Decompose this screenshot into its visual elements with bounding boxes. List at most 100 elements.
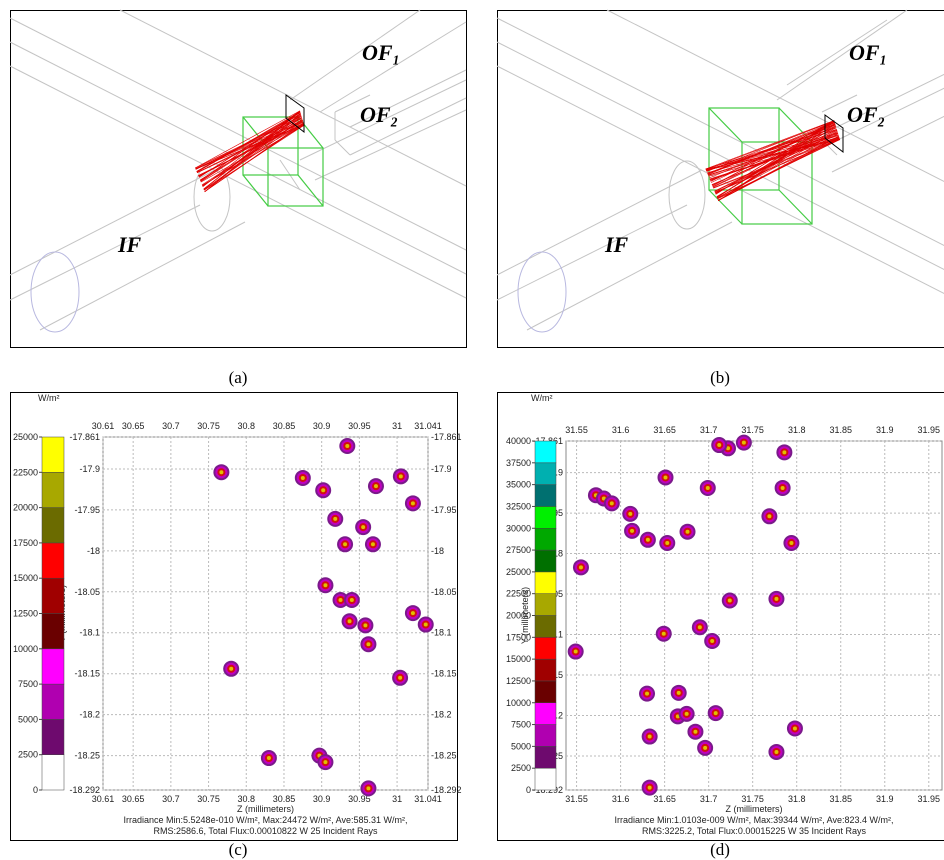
colorbar-bin <box>42 649 64 684</box>
colorbar-tick-label: 22500 <box>13 467 38 477</box>
spot <box>392 670 408 686</box>
y-tick-label: -17.861 <box>431 432 462 442</box>
colorbar-tick-label: 17500 <box>506 632 531 642</box>
spot-ring <box>628 512 632 516</box>
spot <box>339 438 355 454</box>
spot-ring <box>366 786 370 790</box>
spot <box>658 469 674 485</box>
colorbar-bin <box>42 684 64 719</box>
colorbar-bin <box>535 637 556 659</box>
x-tick-label: 30.7 <box>162 794 180 804</box>
spot-ring <box>717 443 721 447</box>
colorbar-tick-label: 35000 <box>506 480 531 490</box>
spot <box>317 577 333 593</box>
spot <box>697 740 713 756</box>
x-tick-label: 30.7 <box>162 421 180 431</box>
colorbar-tick-label: 7500 <box>511 720 531 730</box>
y-tick-label: -18 <box>431 546 444 556</box>
colorbar-bin <box>535 441 556 463</box>
spot <box>704 633 720 649</box>
irradiance-chart: 30.6130.6130.6530.6530.730.730.7530.7530… <box>11 393 462 841</box>
colorbar-bin <box>535 463 556 485</box>
x-tick-label: 31.8 <box>788 794 806 804</box>
x-tick-label: 31.75 <box>741 794 764 804</box>
colorbar-tick-label: 2500 <box>18 750 38 760</box>
colorbar-title: W/m² <box>38 393 60 403</box>
spot-ring <box>774 750 778 754</box>
x-tick-label: 31 <box>392 794 402 804</box>
footer-text: RMS:3225.2, Total Flux:0.00015225 W 35 I… <box>642 826 866 836</box>
colorbar-bin <box>42 719 64 754</box>
spot-ring <box>219 470 223 474</box>
colorbar-bin <box>535 616 556 638</box>
colorbar-bin <box>42 437 64 472</box>
spot-ring <box>323 583 327 587</box>
colorbar-tick-label: 5000 <box>511 741 531 751</box>
spot <box>640 532 656 548</box>
x-tick-label: 31.7 <box>700 425 718 435</box>
x-tick-label: 30.61 <box>92 421 115 431</box>
spot-ring <box>686 530 690 534</box>
colorbar-tick-label: 37500 <box>506 458 531 468</box>
x-axis-label: Z (millimeters) <box>726 804 783 814</box>
colorbar-bin <box>535 703 556 725</box>
irradiance-chart: 31.5531.5531.631.631.6531.6531.731.731.7… <box>498 393 944 841</box>
x-tick-label: 30.65 <box>122 421 145 431</box>
colorbar-tick-label: 12500 <box>506 676 531 686</box>
x-tick-label: 30.85 <box>273 421 296 431</box>
spot-ring <box>371 542 375 546</box>
x-tick-label: 31.041 <box>414 421 442 431</box>
x-tick-label: 30.95 <box>348 421 371 431</box>
x-tick-label: 31.7 <box>700 794 718 804</box>
spot <box>315 482 331 498</box>
spot <box>604 495 620 511</box>
colorbar-bin <box>42 578 64 613</box>
y-tick-label: -17.9 <box>79 464 100 474</box>
y-tick-label: -18.292 <box>431 785 462 795</box>
spot <box>568 644 584 660</box>
spot <box>360 636 376 652</box>
y-tick-label: -18.292 <box>69 785 100 795</box>
x-tick-label: 30.9 <box>313 794 331 804</box>
colorbar-tick-label: 0 <box>33 785 38 795</box>
colorbar-bin <box>535 681 556 703</box>
spot-ring <box>742 441 746 445</box>
colorbar-tick-label: 20000 <box>13 503 38 513</box>
spot-ring <box>774 597 778 601</box>
x-tick-label: 31.55 <box>565 794 588 804</box>
colorbar-bin <box>535 725 556 747</box>
colorbar-tick-label: 10000 <box>13 644 38 654</box>
spot-ring <box>579 565 583 569</box>
spot <box>722 593 738 609</box>
x-tick-label: 30.75 <box>197 794 220 804</box>
spot <box>405 605 421 621</box>
scene-a: OF₁ OF₂ IF <box>10 10 467 348</box>
spot <box>344 592 360 608</box>
spot-ring <box>574 650 578 654</box>
spot-ring <box>366 642 370 646</box>
spot <box>360 780 376 796</box>
x-tick-label: 30.9 <box>313 421 331 431</box>
spot-ring <box>789 541 793 545</box>
spot <box>365 536 381 552</box>
x-tick-label: 30.8 <box>238 794 256 804</box>
y-tick-label: -18 <box>87 546 100 556</box>
spot-ring <box>411 501 415 505</box>
colorbar-bin <box>42 614 64 649</box>
spot <box>418 617 434 633</box>
spot-ring <box>703 746 707 750</box>
x-tick-label: 31.6 <box>612 794 630 804</box>
spot-ring <box>693 730 697 734</box>
spot-ring <box>710 639 714 643</box>
colorbar-bin <box>535 485 556 507</box>
spot-ring <box>648 735 652 739</box>
y-tick-label: -18.05 <box>74 587 100 597</box>
spot-ring <box>665 541 669 545</box>
footer-text: Irradiance Min:1.0103e-009 W/m², Max:393… <box>615 815 894 825</box>
spot-ring <box>677 691 681 695</box>
colorbar-tick-label: 15000 <box>13 573 38 583</box>
page: { "figure": { "captions": ["(a)", "(b)",… <box>0 0 944 860</box>
spot-ring <box>321 488 325 492</box>
spot <box>327 511 343 527</box>
colorbar-tick-label: 15000 <box>506 654 531 664</box>
